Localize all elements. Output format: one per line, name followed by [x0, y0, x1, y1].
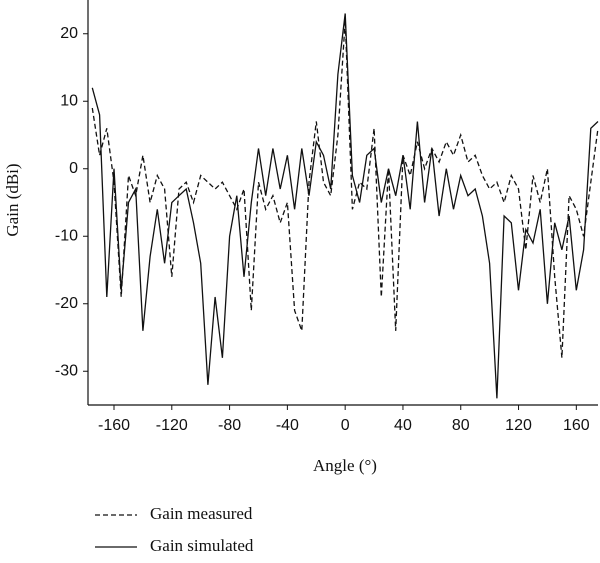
x-tick-label: 40	[394, 417, 412, 434]
series-line	[91, 13, 599, 399]
legend-label: Gain measured	[150, 504, 253, 523]
legend-label: Gain simulated	[150, 536, 254, 555]
x-tick-label: -40	[276, 417, 299, 434]
x-axis-label: Angle (°)	[313, 456, 377, 475]
x-tick-label: 160	[563, 417, 590, 434]
y-axis-label: Gain (dBi)	[3, 163, 22, 236]
x-tick-label: 80	[452, 417, 470, 434]
x-tick-label: -80	[218, 417, 241, 434]
y-tick-label: -10	[55, 227, 78, 244]
series-line	[91, 20, 599, 358]
y-tick-label: -20	[55, 295, 78, 312]
y-tick-label: 10	[60, 92, 78, 109]
y-tick-label: -30	[55, 362, 78, 379]
x-tick-label: 0	[341, 417, 350, 434]
x-tick-label: -120	[156, 417, 188, 434]
y-tick-label: 20	[60, 25, 78, 42]
x-tick-label: -160	[98, 417, 130, 434]
x-tick-label: 120	[505, 417, 532, 434]
y-tick-label: 0	[69, 160, 78, 177]
